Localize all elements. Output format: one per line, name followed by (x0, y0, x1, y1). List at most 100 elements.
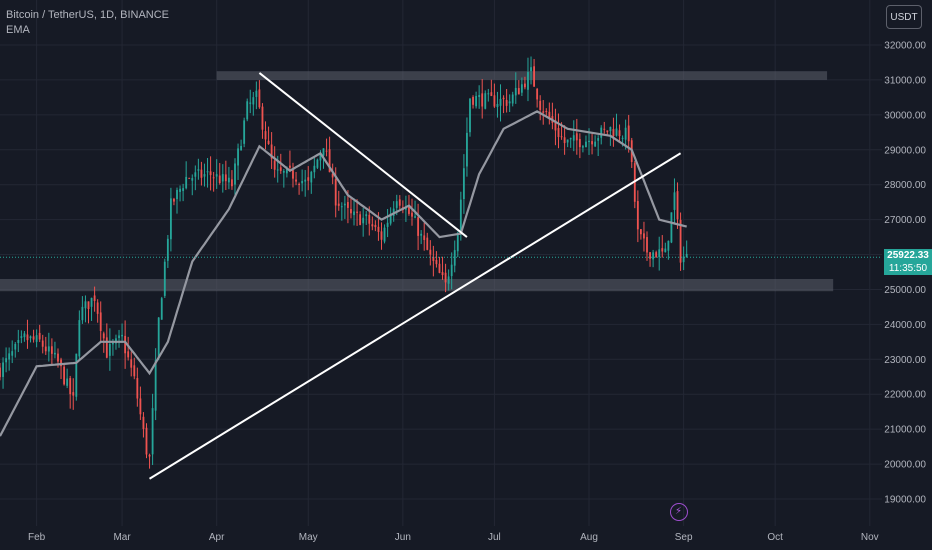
candle-body (124, 335, 127, 354)
candle-body (237, 148, 239, 166)
candle-body (639, 229, 642, 235)
candle-body (197, 169, 200, 171)
candle-body (554, 120, 557, 131)
candle-body (438, 263, 441, 273)
currency-button[interactable]: USDT (886, 5, 922, 29)
candle-body (627, 125, 630, 142)
time-axis[interactable]: Feb Mar Apr May Jun Jul Aug Sep Oct Nov (28, 532, 879, 543)
indicator-label[interactable]: EMA (6, 24, 30, 36)
candle-body (240, 145, 243, 151)
candle-body (108, 343, 111, 356)
price-tick-label: 23000.00 (884, 355, 926, 366)
candle-body (398, 199, 401, 206)
price-tick-label: 25000.00 (884, 285, 926, 296)
candle-body (459, 199, 462, 233)
candle-body (38, 332, 41, 340)
candle-body (313, 165, 316, 173)
candle-body (87, 301, 90, 310)
candle-body (524, 83, 526, 88)
candle-body (50, 346, 53, 354)
candle-body (383, 227, 386, 242)
candle-body (417, 217, 420, 236)
candle-body (655, 252, 658, 258)
candle-body (57, 353, 59, 362)
candle-body (548, 111, 551, 119)
candle-body (69, 378, 72, 395)
candle-body (578, 139, 581, 148)
candle-body (499, 98, 502, 106)
candle-body (252, 97, 255, 105)
time-tick-label: Aug (580, 532, 598, 543)
time-tick-label: May (299, 532, 318, 543)
candle-body (139, 398, 142, 415)
candle-body (539, 100, 542, 110)
candle-body (493, 95, 496, 107)
candle-body (295, 179, 297, 182)
candle-body (227, 177, 230, 183)
candle-body (276, 169, 279, 171)
candle-body (136, 378, 139, 399)
symbol-title[interactable]: Bitcoin / TetherUS, 1D, BINANCE (6, 9, 170, 21)
price-zone (216, 71, 828, 80)
candle-body (261, 106, 264, 130)
candle-body (328, 149, 331, 173)
candle-body (673, 192, 676, 210)
candle-body (575, 133, 578, 141)
candle-body (166, 238, 169, 261)
candle-body (453, 250, 456, 266)
candle-body (432, 256, 435, 261)
candle-body (447, 276, 450, 284)
candle-body (649, 252, 651, 259)
candle-body (279, 167, 282, 171)
candle-body (179, 188, 181, 192)
candle-body (54, 352, 56, 355)
candle-body (441, 272, 444, 276)
ema-line (0, 110, 687, 437)
candle-body (643, 233, 645, 239)
candle-body (423, 235, 426, 241)
candle-body (679, 219, 682, 263)
candle-body (609, 127, 612, 132)
candle-body (478, 95, 481, 97)
candle-body (47, 346, 50, 352)
price-tick-label: 20000.00 (884, 460, 926, 471)
candle-body (212, 177, 215, 179)
chart-grid (0, 0, 882, 526)
lightning-icon[interactable]: ⚡ (669, 503, 688, 521)
candle-body (215, 174, 218, 177)
time-tick-label: Feb (28, 532, 46, 543)
candle-body (264, 131, 267, 140)
candle-body (520, 84, 523, 93)
candle-body (676, 191, 679, 220)
candle-body (307, 177, 310, 181)
candle-body (173, 198, 175, 202)
candle-body (169, 198, 172, 240)
candle-body (585, 141, 587, 148)
candle-body (331, 173, 334, 178)
candle-body (316, 159, 319, 168)
candle-body (664, 248, 667, 253)
candle-body (484, 93, 487, 109)
candle-body (603, 128, 606, 130)
candle-body (658, 249, 661, 258)
candle-body (32, 336, 35, 340)
candle-body (282, 170, 285, 173)
trendlines (149, 72, 682, 480)
candle-body (618, 130, 621, 137)
candle-body (112, 342, 114, 345)
candle-body (301, 180, 304, 184)
price-tick-label: 29000.00 (884, 145, 926, 156)
candle-body (420, 233, 423, 236)
candle-body (359, 214, 362, 225)
candle-body (621, 137, 624, 139)
candle-body (191, 178, 194, 181)
candle-body (78, 320, 81, 357)
candle-body (368, 214, 371, 224)
candle-body (337, 203, 340, 206)
candle-body (157, 317, 160, 359)
candle-body (533, 66, 535, 87)
candle-body (224, 174, 227, 182)
candle-body (588, 140, 590, 143)
candle-body (221, 174, 224, 182)
